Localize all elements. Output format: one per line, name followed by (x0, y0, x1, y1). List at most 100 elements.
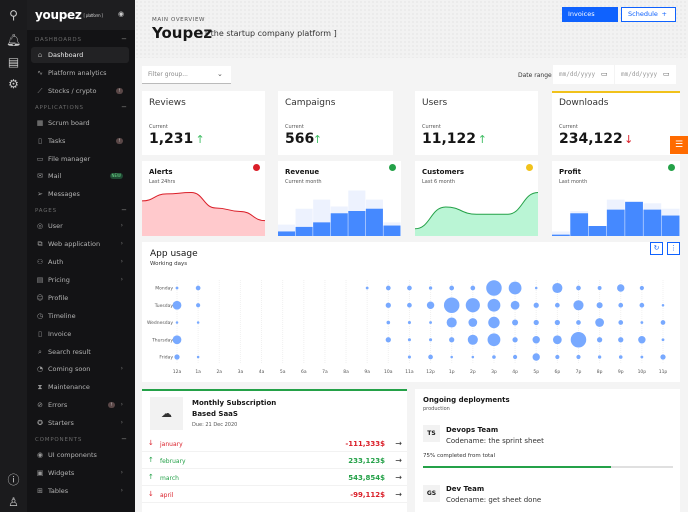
row-month: february (160, 458, 186, 465)
sidebar-item-maintenance[interactable]: ⧗ Maintenance (31, 379, 129, 395)
more-options-button[interactable]: ⋮ (667, 242, 680, 255)
bubble-point (617, 284, 625, 292)
sidebar-item-tasks[interactable]: ▯ Tasks! (31, 133, 129, 149)
sidebar-item-starters[interactable]: ✪ Starters › (31, 415, 129, 431)
filter-placeholder: Filter group... (148, 71, 188, 78)
gear-icon[interactable]: ⚙ (8, 77, 19, 91)
sidebar-item-auth[interactable]: ⚇ Auth › (31, 254, 129, 270)
bubble-point (596, 337, 603, 343)
sidebar-item-label: Messages (48, 190, 80, 199)
bubble-point (512, 337, 518, 343)
overflow-menu-icon: ⋮ (670, 244, 677, 252)
calendar-icon[interactable]: ▭ (601, 70, 608, 78)
sidebar-item-pricing[interactable]: ▤ Pricing › (31, 272, 129, 288)
sidebar-item-label: Stocks / crypto (48, 86, 97, 95)
search-icon[interactable]: ⚲ (9, 8, 18, 22)
bubble-point (175, 321, 179, 324)
bar (570, 213, 589, 236)
sidebar-item-mail[interactable]: ✉ Mail NEW (31, 168, 129, 184)
bar (313, 222, 331, 236)
spark-subtitle: Current month (285, 179, 322, 185)
sidebar-item-profile[interactable]: ☺ Profile (31, 290, 129, 306)
x-tick-label: 1a (195, 369, 201, 375)
collapse-icon[interactable]: − (121, 35, 127, 43)
sidebar-item-user[interactable]: ◎ User › (31, 218, 129, 234)
sidebar-item-platform-analytics[interactable]: ∿ Platform analytics (31, 65, 129, 81)
pie-icon: ◔ (36, 365, 44, 374)
customizer-toggle-button[interactable]: ☰ (670, 136, 688, 154)
date-from-placeholder: mm/dd/yyyy (559, 71, 596, 78)
sidebar-item-dashboard[interactable]: ⌂ Dashboard (31, 47, 129, 63)
progress-fill (423, 466, 611, 468)
refresh-button[interactable]: ↻ (650, 242, 663, 255)
sidebar-item-search-result[interactable]: ⌕ Search result (31, 344, 129, 360)
settings-dot-icon[interactable]: ◉ (118, 10, 125, 18)
new-badge: NEW (109, 173, 123, 180)
sidebar-item-errors[interactable]: ⊘ Errors ›! (31, 397, 129, 413)
subscription-row[interactable]: ↓ april -99,112$ → (142, 487, 407, 503)
bubble-point (172, 300, 182, 310)
home-icon: ⌂ (37, 51, 43, 59)
sidebar-item-scrum-board[interactable]: ▦ Scrum board (31, 115, 129, 131)
bubble-point (174, 354, 180, 360)
help-icon[interactable]: ⓘ (7, 473, 20, 487)
stat-label: Current (149, 124, 168, 130)
bubble-point (450, 355, 453, 359)
user-icon[interactable]: ♙ (8, 495, 19, 509)
x-tick-label: 4a (259, 369, 265, 375)
collapse-icon[interactable]: − (121, 102, 127, 111)
calendar-icon[interactable]: ▭ (663, 70, 670, 78)
chevron-right-icon: › (120, 419, 123, 427)
sidebar-item-web-application[interactable]: ⧉ Web application › (31, 236, 129, 252)
y-tick-label: Monday (155, 286, 173, 292)
date-to-input[interactable]: mm/dd/yyyy ▭ (615, 65, 676, 84)
invoices-button[interactable]: Invoices (562, 7, 618, 22)
team-codename: Codename: the sprint sheet (446, 437, 544, 445)
subscription-row[interactable]: ↑ march 543,854$ → (142, 470, 407, 486)
status-dot (668, 164, 675, 171)
deployments-title: Ongoing deployments (423, 396, 510, 404)
date-from-input[interactable]: mm/dd/yyyy ▭ (553, 65, 614, 84)
chat-icon[interactable]: ▤ (7, 55, 20, 69)
date-range-label: Date range (518, 72, 552, 79)
bar (606, 209, 625, 236)
bubble-point (407, 320, 411, 325)
sidebar-item-invoice[interactable]: ▯ Invoice (31, 326, 129, 342)
bubble-point (640, 355, 644, 359)
sidebar-item-coming-soon[interactable]: ◔ Coming soon › (31, 361, 129, 377)
sidebar-item-timeline[interactable]: ◷ Timeline (31, 308, 129, 324)
arrow-up-icon: ↑ (148, 456, 154, 464)
plus-icon: + (661, 10, 667, 18)
bubble-point (365, 286, 369, 290)
sidebar-item-tables[interactable]: ⊞ Tables › (31, 483, 129, 499)
stat-label: Current (285, 124, 304, 130)
eye-icon: ◉ (36, 451, 44, 459)
arrow-right-icon[interactable]: → (395, 490, 402, 499)
sidebar-item-widgets[interactable]: ▣ Widgets › (31, 465, 129, 481)
x-tick-label: 5p (533, 369, 539, 375)
bar (330, 213, 348, 236)
arrow-right-icon[interactable]: → (395, 473, 402, 482)
sidebar-item-file-manager[interactable]: ▭ File manager (31, 151, 129, 167)
area-fill (142, 192, 265, 236)
bell-icon[interactable]: 🔔︎ (6, 33, 22, 47)
sidebar-item-ui-components[interactable]: ◉ UI components (31, 447, 129, 463)
schedule-button[interactable]: Schedule + (621, 7, 676, 22)
row-value: -99,112$ (350, 491, 385, 499)
stat-title: Reviews (149, 98, 186, 108)
bar (625, 201, 643, 236)
subscription-row[interactable]: ↑ february 233,123$ → (142, 453, 407, 469)
filter-group-select[interactable]: Filter group... ⌄ (142, 66, 231, 84)
collapse-icon[interactable]: − (121, 435, 127, 443)
sidebar-item-messages[interactable]: ➢ Messages (31, 186, 129, 202)
subscription-row[interactable]: ↓ january -111,333$ → (142, 436, 407, 452)
bubble-point (510, 300, 520, 310)
spark-card-alerts: Alerts Last 24hrs (142, 161, 265, 236)
collapse-icon[interactable]: − (121, 206, 127, 215)
arrow-down-icon: ↓ (624, 133, 634, 146)
sidebar-item-label: Starters (48, 419, 74, 428)
sidebar-item-stocks-crypto[interactable]: ⟋ Stocks / crypto! (31, 83, 129, 99)
logo[interactable]: youpez[ platform ] (35, 8, 103, 22)
arrow-right-icon[interactable]: → (395, 456, 402, 465)
arrow-right-icon[interactable]: → (395, 439, 402, 448)
